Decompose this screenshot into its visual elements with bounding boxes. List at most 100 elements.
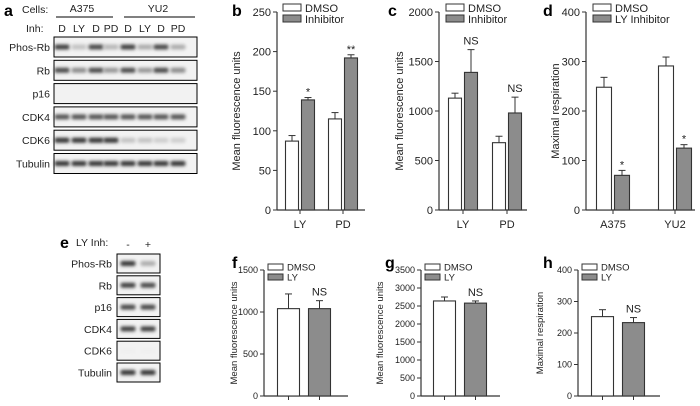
chart-b-panel-label: b <box>232 3 242 20</box>
chart-d-y-axis-label: Maximal respiration <box>550 63 562 158</box>
chart-b-y-tick-label: 100 <box>253 126 271 138</box>
chart-g-legend-swatch-ly <box>424 273 441 281</box>
a-blot-label-cdk6: CDK6 <box>22 135 50 147</box>
chart-c-legend-label-dmso: DMSO <box>468 3 501 15</box>
chart-d-legend-swatch-dmso <box>592 3 612 12</box>
e-band <box>120 348 136 354</box>
a-band <box>120 161 136 166</box>
chart-g-y-tick-label: 3000 <box>395 283 415 293</box>
chart-h-bar-dmso <box>590 316 615 397</box>
chart-d-y-tick-label: 300 <box>562 57 580 69</box>
a-band <box>170 114 186 120</box>
a-lane-label: D <box>157 23 165 35</box>
e-blot-strip-p16 <box>116 297 161 318</box>
chart-h-y-tick-label: 300 <box>557 297 572 307</box>
a-blot-label-rb: Rb <box>37 65 51 77</box>
chart-f-significance-marker: NS <box>312 287 327 299</box>
chart-c-x-tick-label-pd: PD <box>499 219 514 231</box>
a-lane-label: D <box>124 23 132 35</box>
chart-h-y-tick-label: 200 <box>557 328 572 338</box>
chart-c: c 0 500 1000 1500 2000 Mean fluorescence units… <box>388 3 527 231</box>
chart-d-y-tick-label: 0 <box>574 205 580 217</box>
chart-h-significance-marker: NS <box>626 304 641 316</box>
chart-d-x-tick-label-a375: A375 <box>600 219 626 231</box>
chart-c-bar-inhibitor <box>463 71 479 211</box>
chart-b-bar-dmso <box>327 118 343 211</box>
chart-c-y-tick-label: 1000 <box>409 106 433 118</box>
e-band <box>120 326 136 332</box>
chart-c-significance-marker: NS <box>507 83 522 95</box>
e-lane-label: + <box>145 239 151 251</box>
chart-c-legend-label-inhibitor: Inhibitor <box>468 14 507 26</box>
chart-h-y-tick-label: 400 <box>557 265 572 275</box>
chart-g-y-tick-label: 2000 <box>395 319 415 329</box>
chart-c-y-tick-label: 500 <box>415 156 433 168</box>
chart-f-legend-label-ly: LY <box>287 273 299 284</box>
a-band <box>120 44 136 50</box>
chart-c-y-tick-label: 2000 <box>409 7 433 19</box>
chart-b-bar-dmso <box>284 140 300 211</box>
a-blot-label-tubulin: Tubulin <box>16 159 50 171</box>
chart-b-significance-marker: * <box>306 87 311 99</box>
a-band <box>153 114 169 120</box>
chart-h-legend-swatch-dmso <box>581 263 598 271</box>
chart-g-panel-label: g <box>385 255 395 272</box>
e-blot-label-rb: Rb <box>99 280 113 292</box>
a-band <box>71 137 87 143</box>
a-band <box>88 137 104 143</box>
e-blot-strip-cdk4 <box>116 318 161 339</box>
a-band <box>137 114 153 120</box>
cells-label: Cells: <box>22 4 48 16</box>
e-blot-label-p16: p16 <box>94 302 112 314</box>
chart-f-bar-dmso <box>276 308 301 397</box>
chart-g-bar-ly <box>463 302 488 397</box>
a-band <box>120 67 136 73</box>
chart-b-legend-label-dmso: DMSO <box>305 3 338 15</box>
chart-h: h 0 100 200 300 400 Maximal respiration NS DMSOL… <box>535 255 660 401</box>
chart-b-x-tick-label-ly: LY <box>294 219 307 231</box>
a-blot-label-p16: p16 <box>32 89 50 101</box>
e-band <box>140 370 156 375</box>
e-band <box>140 261 156 266</box>
a-band <box>170 137 186 143</box>
chart-b-x-tick-label-pd: PD <box>335 219 350 231</box>
chart-f-y-tick-label: 1500 <box>238 265 258 275</box>
chart-g-significance-marker: NS <box>468 287 483 299</box>
a-lane-label: LY <box>139 23 151 35</box>
chart-c-x-tick-label-ly: LY <box>457 219 470 231</box>
chart-h-legend-label-dmso: DMSO <box>601 263 630 274</box>
chart-g-legend-label-dmso: DMSO <box>444 263 473 274</box>
chart-d-significance-marker: * <box>620 159 625 171</box>
a-band <box>54 67 70 73</box>
chart-d-x-tick-label-yu2: YU2 <box>664 219 685 231</box>
a-band <box>170 161 186 166</box>
chart-b-y-axis-label: Mean fluorescence units <box>231 51 243 171</box>
a-band <box>153 44 169 50</box>
a-band <box>71 44 87 50</box>
e-blot-strip-phos-rb <box>116 253 161 274</box>
e-band <box>120 282 136 288</box>
a-lane-label: D <box>58 23 66 35</box>
a-band <box>54 44 70 50</box>
chart-c-significance-marker: NS <box>463 36 478 48</box>
e-band <box>140 348 156 354</box>
a-blot-label-cdk4: CDK4 <box>22 112 50 124</box>
chart-h-legend-label-ly: LY <box>601 273 613 284</box>
cell-line-yu2: YU2 <box>148 3 169 15</box>
chart-d-y-tick-label: 200 <box>562 106 580 118</box>
chart-h-y-tick-label: 100 <box>557 360 572 370</box>
a-band <box>54 161 70 166</box>
chart-h-legend-swatch-ly <box>581 273 598 281</box>
chart-c-bar-dmso <box>491 142 507 211</box>
e-band <box>120 304 136 310</box>
chart-g-y-tick-label: 2500 <box>395 301 415 311</box>
chart-c-y-axis-label: Mean fluorescence units <box>394 51 406 171</box>
chart-b-y-tick-label: 200 <box>253 47 271 59</box>
chart-h-bar-ly <box>621 322 646 397</box>
chart-f-bar-ly <box>307 308 332 397</box>
chart-d-legend-label-ly-inhibitor: LY Inhibitor <box>615 14 670 26</box>
a-band <box>88 67 104 73</box>
chart-b-bar-inhibitor <box>300 99 316 211</box>
a-lane-label: LY <box>73 23 85 35</box>
